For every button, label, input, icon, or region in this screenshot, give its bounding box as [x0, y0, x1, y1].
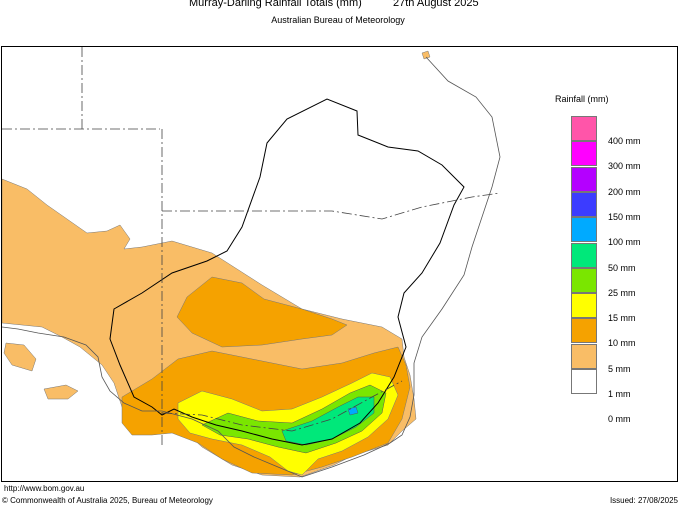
legend-label: 300 mm — [608, 161, 641, 172]
legend-label: 200 mm — [608, 186, 641, 197]
legend-label: 150 mm — [608, 211, 641, 222]
rainfall-area-1mm-island — [43, 384, 79, 400]
rainfall-area-5mm-central — [176, 276, 348, 348]
source-url[interactable]: http://www.bom.gov.au — [4, 484, 85, 493]
issued-date: Issued: 27/08/2025 — [609, 496, 678, 505]
legend-swatch — [571, 217, 597, 243]
legend-label: 0 mm — [608, 414, 631, 425]
map-subtitle: Australian Bureau of Meteorology — [0, 15, 680, 25]
rainfall-area-15mm — [201, 384, 387, 454]
legend-label: 5 mm — [608, 363, 631, 374]
legend-swatch — [571, 116, 597, 141]
legend-label: 1 mm — [608, 389, 631, 399]
legend-swatch — [571, 343, 597, 369]
legend-title: Rainfall (mm) — [555, 94, 609, 104]
copyright-notice: © Commonwealth of Australia 2025, Bureau… — [2, 496, 213, 505]
state-border-nsw-qld — [162, 192, 501, 220]
map-subtitle-text: Australian Bureau of Meteorology — [271, 15, 405, 25]
rainfall-area-1mm-ne-spot — [421, 50, 431, 60]
legend-swatch — [571, 242, 597, 268]
legend-swatch — [571, 293, 597, 319]
legend-label: 25 mm — [608, 287, 636, 298]
legend-label: 100 mm — [608, 237, 641, 248]
legend-label: 50 mm — [608, 262, 636, 273]
basin-outline — [109, 98, 465, 446]
state-border-nsw-vic — [161, 380, 403, 432]
map-title-text: Murray-Darling Rainfall Totals (mm) — [189, 0, 362, 9]
coastline — [2, 56, 501, 478]
legend-swatch — [571, 191, 597, 217]
legend-swatch — [571, 267, 597, 293]
legend-label: 10 mm — [608, 338, 636, 349]
legend-label: 15 mm — [608, 313, 636, 324]
rainfall-map — [1, 46, 678, 482]
legend-swatch — [571, 369, 597, 394]
rainfall-map-canvas — [2, 47, 501, 478]
legend-label: 400 mm — [608, 136, 641, 146]
legend-swatch — [571, 318, 597, 344]
legend-swatch — [571, 166, 597, 192]
rainfall-area-1mm-peninsula — [3, 342, 37, 372]
map-title: Murray-Darling Rainfall Totals (mm) 27th… — [0, 0, 680, 14]
legend-swatch — [571, 141, 597, 167]
map-date: 27th August 2025 — [393, 0, 479, 9]
